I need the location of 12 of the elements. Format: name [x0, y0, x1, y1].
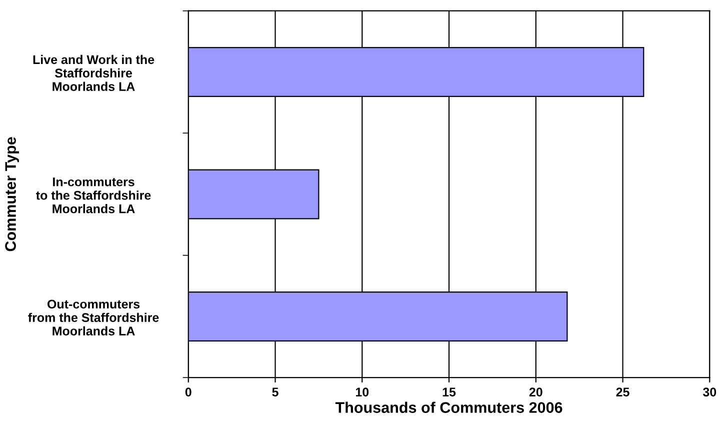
x-tick-label: 15 [442, 388, 456, 396]
x-tick-label: 5 [272, 388, 278, 396]
x-tick-label: 20 [529, 388, 542, 396]
x-tick-label: 10 [356, 388, 369, 396]
y-tick-label: In-commuters to the Staffordshire Moorlands LA [36, 178, 151, 214]
x-tick-label: 0 [185, 388, 192, 396]
x-tick-label: 25 [616, 388, 630, 396]
y-tick-label: Out-commuters from the Staffordshire Moorlands LA [28, 300, 159, 336]
y-axis-title: Commuter Type [5, 137, 19, 252]
y-tick-label: Live and Work in the Staffordshire Moorlands LA [33, 54, 154, 91]
x-axis-title: Thousands of Commuters 2006 [335, 402, 562, 413]
x-tick-label: 30 [702, 388, 716, 396]
